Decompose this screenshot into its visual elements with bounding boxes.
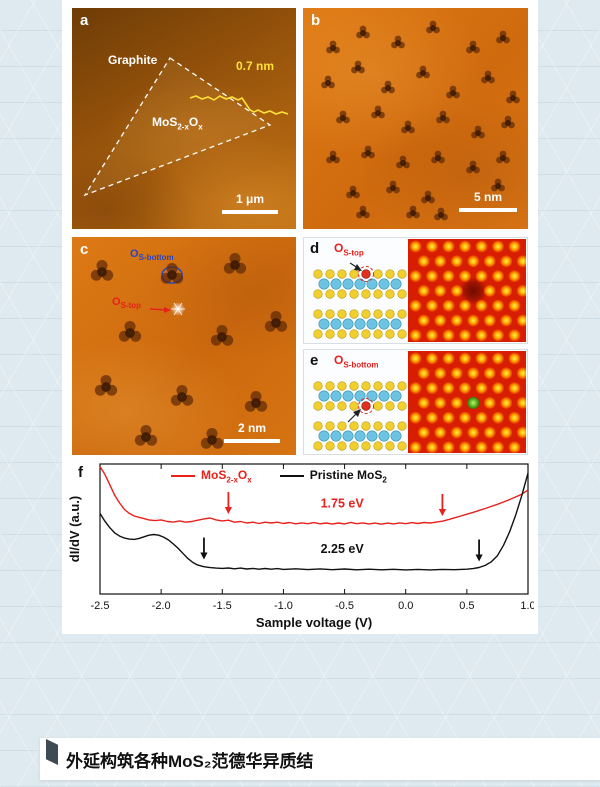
panel-b-stm-image: b 5 nm	[303, 8, 528, 229]
legend-label-mos2xox: MoS2-xOx	[201, 468, 252, 485]
scale-bar-label: 5 nm	[473, 190, 502, 204]
caption-text: 外延构筑各种MoS₂范德华异质结	[66, 751, 314, 771]
atomic-model-os-bottom	[313, 381, 407, 451]
scale-bar-label: 1 μm	[235, 192, 265, 206]
panel-label-f: f	[78, 464, 83, 481]
panel-label-d: d	[310, 240, 320, 257]
panel-c-stm-image: c OS-bottom OS-top 2 nm	[72, 237, 296, 455]
stm-defects-art	[321, 20, 520, 221]
svg-text:2.25 eV: 2.25 eV	[321, 542, 365, 556]
dIdV-chart: -2.5 -2.0 -1.5 -1.0 -0.5 0.0 0.5 1.0 Sample volt…	[67, 463, 534, 630]
caption-bar: 外延构筑各种MoS₂范德华异质结	[40, 738, 600, 780]
scale-bar	[459, 208, 517, 212]
simulated-stm-os-bottom	[408, 351, 526, 453]
simulated-stm-os-top	[408, 239, 526, 342]
panel-d-title: OS-top	[334, 241, 364, 258]
svg-text:-1.0: -1.0	[274, 600, 293, 612]
panel-a-stm-image: a Graphite 0.7 nm MoS2-xOx 1 μm	[72, 8, 296, 229]
os-top-label: OS-top	[112, 296, 141, 311]
substrate-label: Graphite	[108, 53, 158, 67]
step-height-label: 0.7 nm	[236, 59, 275, 73]
panel-f-spectroscopy-chart: f -2.5 -2.0 -1.5 -1.0 -0.5 0.0 0.5 1.0 Sample vo…	[66, 458, 534, 632]
os-bottom-label: OS-bottom	[130, 248, 174, 263]
scale-bar-label: 2 nm	[237, 421, 266, 435]
height-profile-line	[189, 95, 289, 115]
legend-item-pristine: Pristine MoS2	[279, 468, 387, 485]
svg-text:Sample voltage (V): Sample voltage (V)	[256, 615, 372, 630]
svg-text:-2.5: -2.5	[91, 600, 110, 612]
svg-text:-0.5: -0.5	[335, 600, 354, 612]
svg-text:1.75 eV: 1.75 eV	[321, 497, 365, 511]
panel-label-b: b	[311, 12, 321, 29]
stm-defect-zoom-art	[90, 252, 288, 449]
legend-item-mos2xox: MoS2-xOx	[171, 468, 252, 484]
scale-bar	[224, 439, 280, 443]
svg-text:1.0: 1.0	[520, 600, 534, 612]
legend-line-black	[279, 475, 304, 478]
legend-line-red	[171, 475, 195, 478]
atomic-model-os-top	[313, 262, 407, 339]
caption-corner-mark	[46, 739, 58, 765]
panel-label-a: a	[80, 12, 89, 29]
svg-text:0.0: 0.0	[398, 600, 413, 612]
stm-topography-art	[83, 57, 289, 197]
svg-text:-1.5: -1.5	[213, 600, 232, 612]
scale-bar	[222, 210, 278, 214]
panel-e-model-and-simulation: e OS-bottom	[303, 349, 528, 455]
panel-e-title: OS-bottom	[334, 353, 379, 370]
material-label: MoS2-xOx	[152, 115, 203, 132]
panel-label-e: e	[310, 352, 319, 369]
svg-text:0.5: 0.5	[459, 600, 474, 612]
svg-text:dI/dV (a.u.): dI/dV (a.u.)	[67, 496, 82, 562]
panel-label-c: c	[80, 241, 89, 258]
figure: a Graphite 0.7 nm MoS2-xOx 1 μm b 5 nm	[62, 0, 538, 634]
svg-text:-2.0: -2.0	[152, 600, 171, 612]
panel-d-model-and-simulation: d OS-top	[303, 237, 528, 344]
legend-label-pristine: Pristine MoS2	[309, 468, 387, 485]
chart-legend: MoS2-xOx Pristine MoS2	[171, 468, 387, 484]
